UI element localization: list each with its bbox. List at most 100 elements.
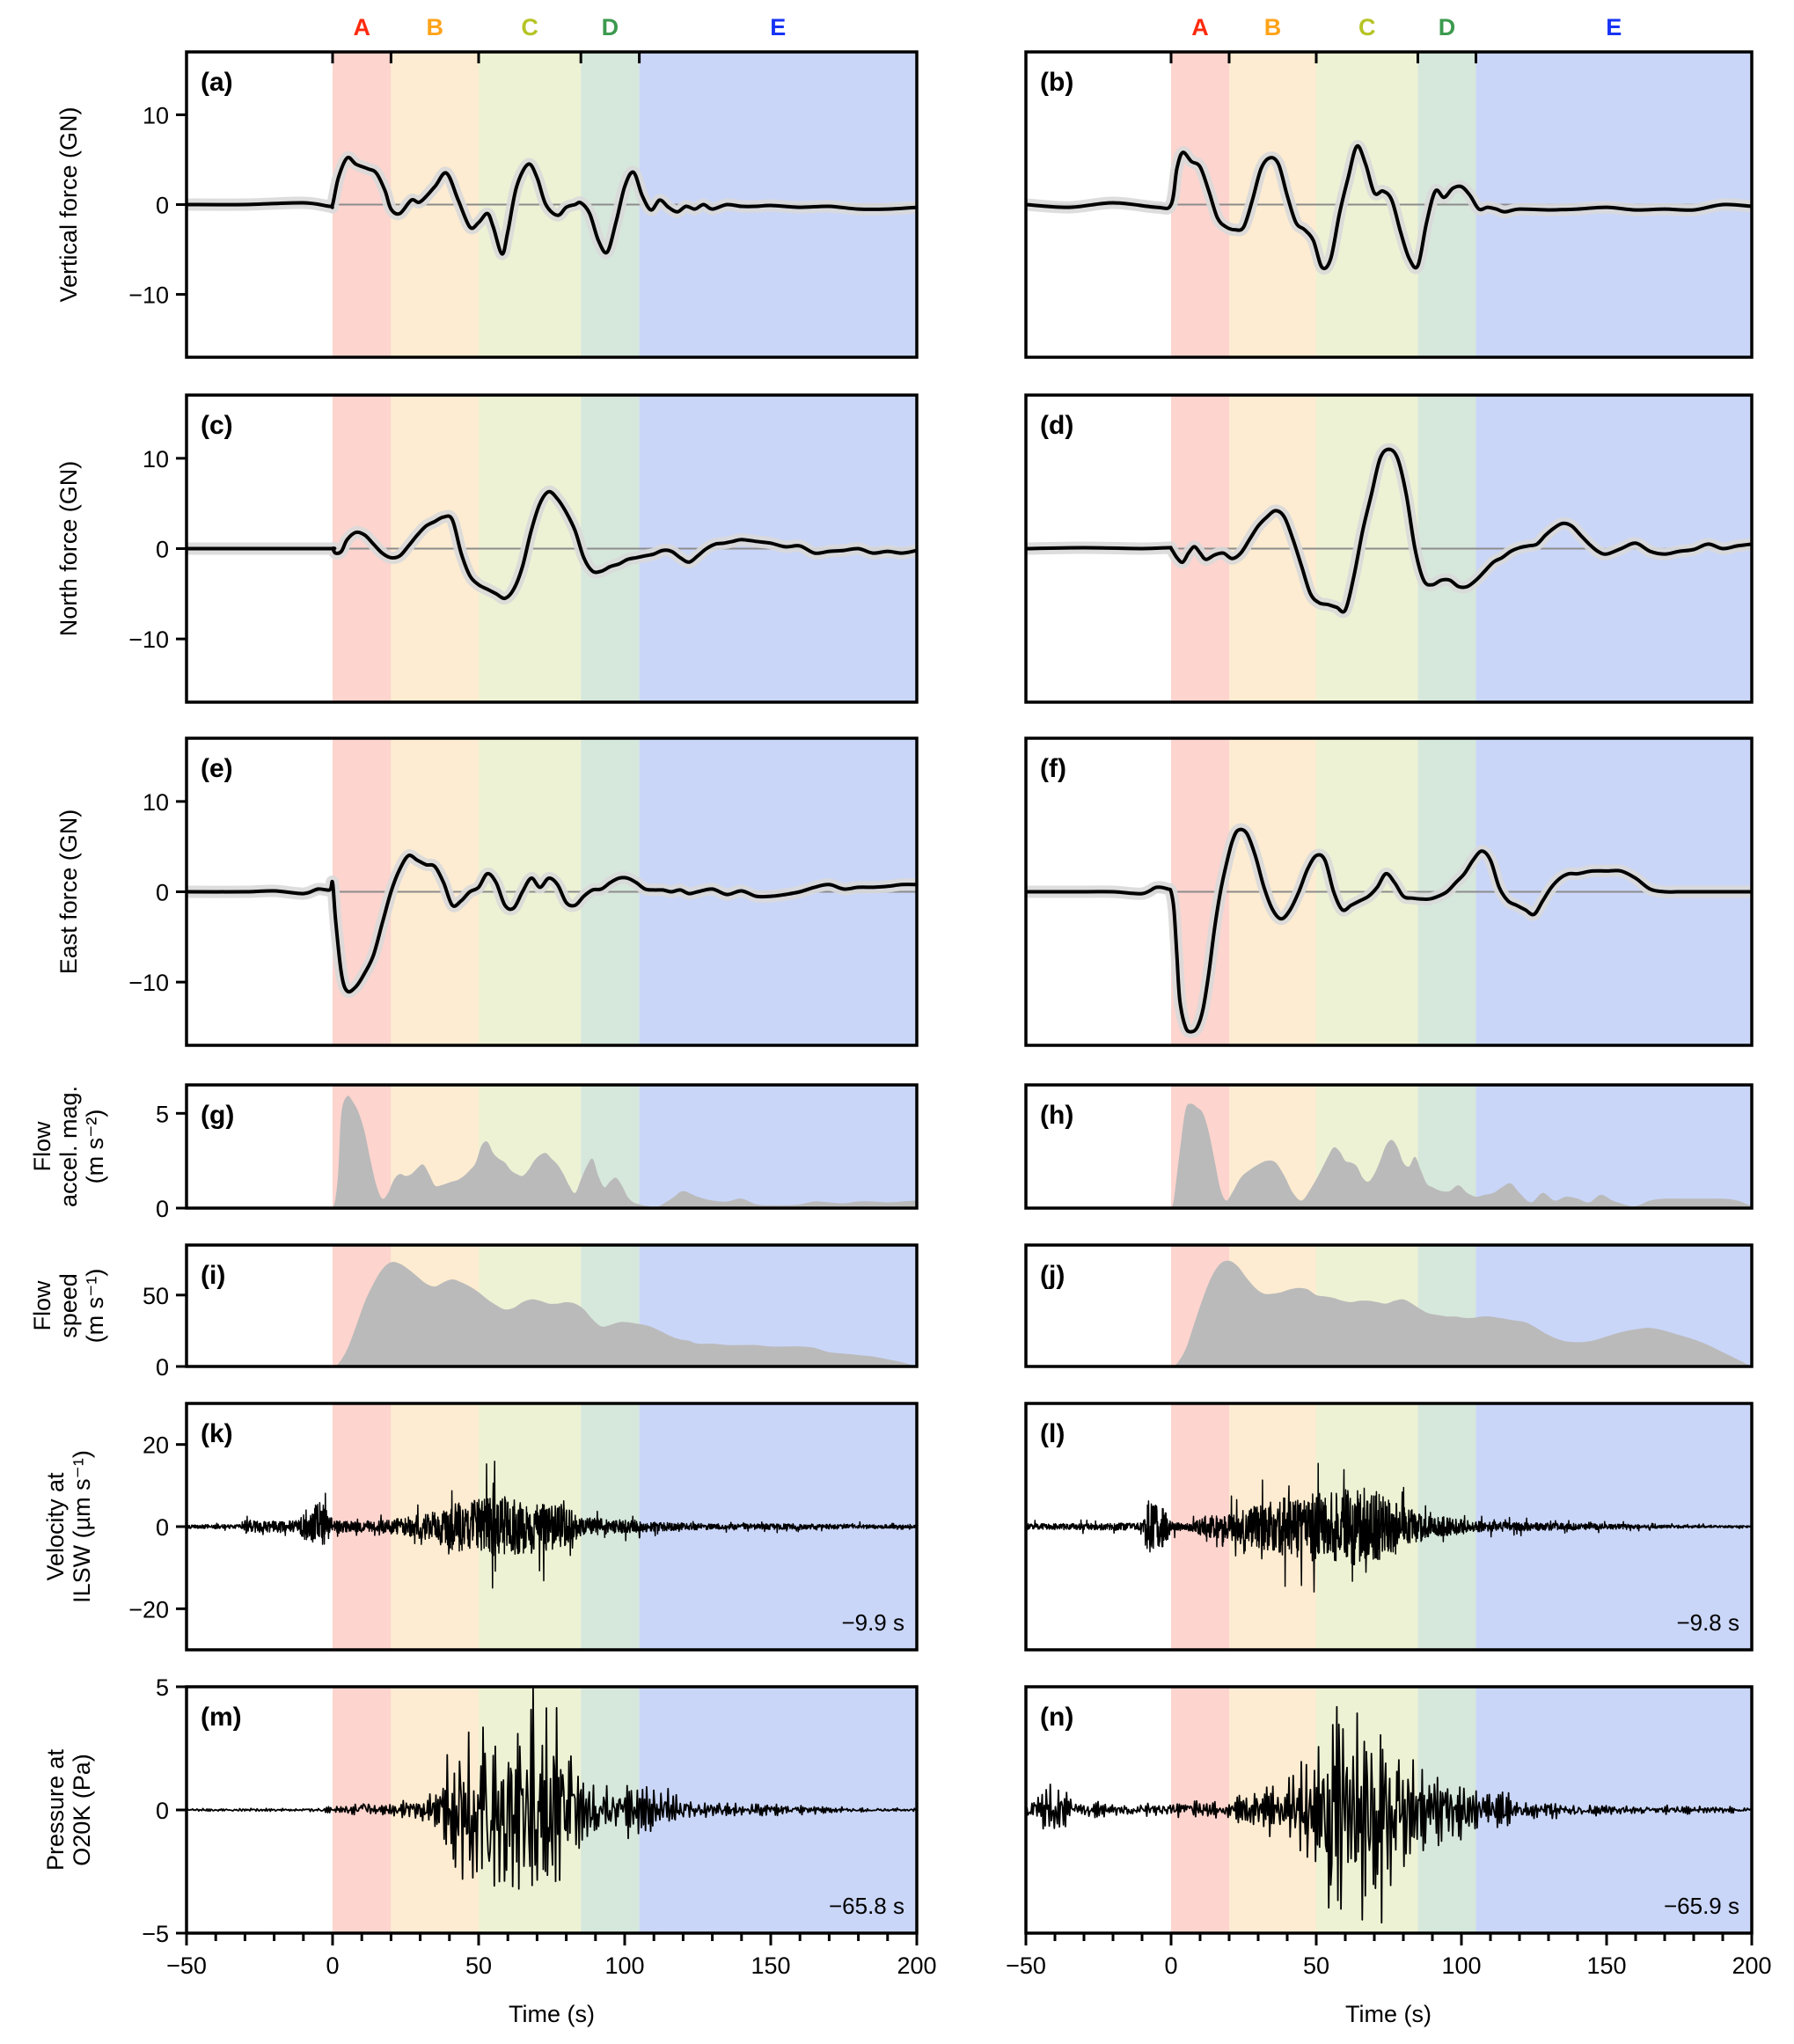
panel-i: (i) 0 50 Flow speed (m s⁻¹) bbox=[29, 1243, 919, 1381]
y-axis-title-line: Flow bbox=[29, 1280, 55, 1331]
plot-area bbox=[187, 485, 917, 605]
force-trace bbox=[1026, 827, 1752, 1034]
panel-h: (h) bbox=[1024, 1083, 1754, 1210]
y-tick-label: −10 bbox=[128, 282, 169, 309]
y-axis-title-line: Vertical force (GN) bbox=[55, 106, 82, 302]
phase-label-e: E bbox=[1606, 14, 1622, 40]
y-tick-label: −20 bbox=[128, 1596, 169, 1623]
panel-label: (g) bbox=[201, 1101, 234, 1130]
x-tick-label: 0 bbox=[1164, 1952, 1177, 1979]
velocity-trace bbox=[1026, 1462, 1752, 1593]
panel-c: (c) −10 0 10 North force (GN) bbox=[55, 393, 919, 704]
x-tick-label: 100 bbox=[604, 1952, 644, 1979]
y-tick-label: 10 bbox=[143, 446, 169, 473]
panel-label: (a) bbox=[201, 68, 233, 97]
area-fill bbox=[1171, 1103, 1752, 1208]
panel-frame bbox=[1024, 50, 1754, 359]
y-tick-label: 10 bbox=[143, 102, 169, 128]
y-tick-label: 0 bbox=[156, 537, 169, 563]
x-tick-label: −50 bbox=[166, 1952, 207, 1979]
force-trace bbox=[187, 853, 917, 994]
y-axis-title-line: East force (GN) bbox=[55, 810, 82, 975]
panel-label: (h) bbox=[1040, 1101, 1073, 1130]
panel-label: (b) bbox=[1040, 68, 1073, 97]
x-axis-title-left: Time (s) bbox=[509, 2001, 595, 2027]
y-axis-title: Velocity at ILSW (µm s⁻¹) bbox=[42, 1450, 95, 1603]
plot-area bbox=[1026, 443, 1752, 619]
panel-label: (e) bbox=[201, 754, 233, 783]
phase-headers-right: A B C D E bbox=[1191, 14, 1622, 40]
area-fill bbox=[333, 1262, 917, 1366]
force-trace bbox=[187, 155, 917, 256]
x-tick-label: −50 bbox=[1006, 1952, 1046, 1979]
y-axis-title-line: Flow bbox=[29, 1121, 55, 1172]
panel-n: −65.9 s (n) −50 0 50 100 150 200 bbox=[1006, 1685, 1772, 1979]
x-tick-label: 50 bbox=[465, 1952, 492, 1979]
y-axis-title-line: speed bbox=[55, 1273, 82, 1338]
y-axis-title-line: (m s⁻²) bbox=[82, 1110, 108, 1184]
phase-label-a: A bbox=[353, 14, 370, 40]
x-tick-label: 200 bbox=[1732, 1952, 1771, 1979]
y-axis-title: East force (GN) bbox=[55, 810, 82, 975]
y-tick-label: 0 bbox=[156, 1514, 169, 1541]
plot-area bbox=[187, 849, 917, 999]
y-tick-label: 10 bbox=[143, 789, 169, 816]
pressure-trace bbox=[1026, 1705, 1752, 1924]
plot-area bbox=[187, 1461, 917, 1589]
y-tick-label: 0 bbox=[156, 880, 169, 906]
y-axis-title-line: Pressure at bbox=[42, 1748, 69, 1871]
y-axis-title: North force (GN) bbox=[55, 461, 82, 637]
plot-area bbox=[1171, 1260, 1752, 1366]
y-tick-label: 0 bbox=[156, 1196, 169, 1222]
phase-label-c: C bbox=[521, 14, 538, 40]
panel-frame bbox=[185, 1243, 919, 1368]
y-tick-label: −10 bbox=[128, 626, 169, 653]
y-axis-title-line: Velocity at bbox=[42, 1472, 69, 1581]
panel-label: (j) bbox=[1040, 1261, 1065, 1290]
x-axes: Time (s) Time (s) bbox=[509, 2001, 1432, 2027]
phase-label-d: D bbox=[602, 14, 619, 40]
y-axis-title: Vertical force (GN) bbox=[55, 106, 82, 302]
plot-area bbox=[1026, 823, 1752, 1038]
force-trace bbox=[187, 489, 917, 601]
x-tick-label: 100 bbox=[1441, 1952, 1481, 1979]
panel-frame bbox=[1024, 1243, 1754, 1368]
panel-g: (g) 0 5 Flow accel. mag. (m s⁻²) bbox=[29, 1083, 919, 1222]
panel-f: (f) bbox=[1024, 736, 1754, 1047]
x-tick-label: 0 bbox=[326, 1952, 339, 1979]
time-shift-label: −9.8 s bbox=[1676, 1609, 1739, 1636]
y-tick-label: 50 bbox=[143, 1283, 169, 1309]
phase-label-e: E bbox=[770, 14, 786, 40]
y-tick-label: 5 bbox=[156, 1674, 169, 1701]
y-axis-title-line: ILSW (µm s⁻¹) bbox=[69, 1450, 95, 1603]
y-axis-title-line: North force (GN) bbox=[55, 461, 82, 637]
panel-label: (f) bbox=[1040, 754, 1066, 783]
plot-area bbox=[333, 1262, 917, 1366]
y-tick-label: 0 bbox=[156, 1798, 169, 1824]
area-fill bbox=[1171, 1260, 1752, 1366]
area-fill bbox=[333, 1095, 917, 1208]
pressure-trace bbox=[187, 1688, 917, 1890]
force-trace bbox=[1026, 143, 1752, 271]
y-tick-label: 0 bbox=[156, 1354, 169, 1381]
x-tick-label: 150 bbox=[1586, 1952, 1626, 1979]
panels: (a) −10 0 10 Vertical force (GN) (b) (c) −10 0 10… bbox=[29, 50, 1772, 1979]
panel-frame bbox=[1024, 1083, 1754, 1210]
panel-label: (k) bbox=[201, 1419, 233, 1448]
panel-label: (c) bbox=[201, 411, 233, 440]
panel-frame bbox=[185, 1083, 919, 1210]
x-axis-title-right: Time (s) bbox=[1345, 2001, 1432, 2027]
panel-label: (d) bbox=[1040, 411, 1073, 440]
y-axis-title-line: O20K (Pa) bbox=[69, 1754, 95, 1866]
panel-l: −9.8 s (l) bbox=[1024, 1402, 1754, 1652]
plot-area bbox=[1026, 139, 1752, 275]
force-trace bbox=[1026, 447, 1752, 614]
phase-label-a: A bbox=[1191, 14, 1209, 40]
panel-label: (i) bbox=[201, 1261, 225, 1290]
y-tick-label: −5 bbox=[142, 1921, 169, 1947]
phase-band-e bbox=[1475, 1085, 1752, 1208]
x-tick-label: 150 bbox=[751, 1952, 790, 1979]
velocity-trace bbox=[187, 1461, 917, 1589]
